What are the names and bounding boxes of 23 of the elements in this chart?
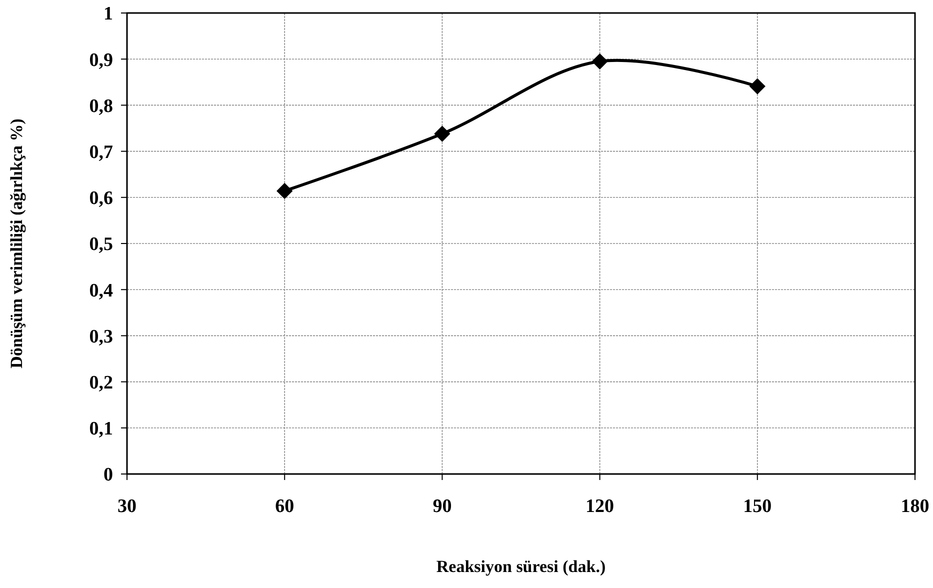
y-tick-label: 0: [104, 464, 113, 486]
x-tick-label: 120: [586, 496, 614, 517]
y-tick-label: 0,7: [89, 142, 114, 163]
x-axis-title: Reaksiyon süresi (dak.): [436, 557, 606, 576]
y-tick-label: 0,5: [89, 234, 113, 256]
y-tick-label: 0,2: [89, 372, 113, 394]
y-tick-label: 1: [104, 4, 113, 25]
x-tick-label: 180: [900, 496, 930, 517]
y-tick-label: 0,9: [89, 50, 113, 71]
x-tick-label: 30: [118, 496, 136, 517]
point: [276, 182, 293, 200]
x-tick-label: 150: [743, 496, 772, 517]
x-tick-label: 60: [275, 496, 294, 517]
y-axis-title: Dönüşüm verimliliği (ağırlıkça %): [7, 118, 26, 368]
point: [749, 78, 766, 94]
x-tick-label: 90: [432, 496, 452, 517]
y-tick-label: 0,1: [89, 418, 113, 440]
y-tick-label: 0,3: [89, 326, 113, 348]
y-tick-label: 0,4: [89, 280, 114, 302]
y-tick-label: 0,6: [89, 188, 113, 210]
point: [592, 53, 608, 70]
y-tick-label: 0,8: [89, 96, 113, 117]
point: [434, 126, 450, 142]
